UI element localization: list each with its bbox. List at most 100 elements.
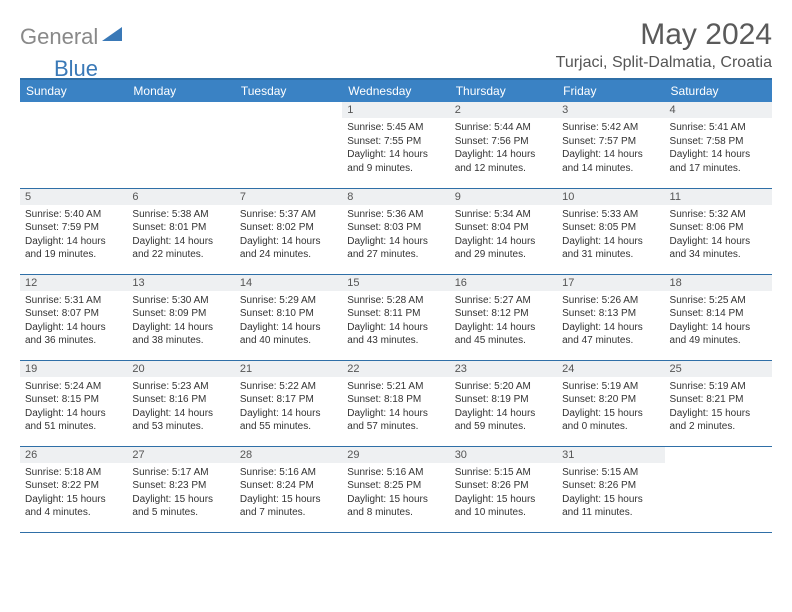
day-details: Sunrise: 5:30 AMSunset: 8:09 PMDaylight:… [127,291,234,350]
calendar-head: SundayMondayTuesdayWednesdayThursdayFrid… [20,79,772,102]
calendar-day-cell: 28Sunrise: 5:16 AMSunset: 8:24 PMDayligh… [235,446,342,532]
sunrise-line: Sunrise: 5:27 AM [455,294,552,308]
day-number: 26 [20,447,127,463]
calendar-week-row: 26Sunrise: 5:18 AMSunset: 8:22 PMDayligh… [20,446,772,532]
day-number: 14 [235,275,342,291]
sunset-line: Sunset: 8:10 PM [240,307,337,321]
sunset-line: Sunset: 7:56 PM [455,135,552,149]
sunset-line: Sunset: 8:25 PM [347,479,444,493]
sunrise-line: Sunrise: 5:17 AM [132,466,229,480]
day-number: 23 [450,361,557,377]
day-details: Sunrise: 5:44 AMSunset: 7:56 PMDaylight:… [450,118,557,177]
sunrise-line: Sunrise: 5:22 AM [240,380,337,394]
calendar-day-cell: 7 Sunrise: 5:37 AMSunset: 8:02 PMDaylight… [235,188,342,274]
day-details: Sunrise: 5:26 AMSunset: 8:13 PMDaylight:… [557,291,664,350]
sunset-line: Sunset: 8:06 PM [670,221,767,235]
brand-text-blue: Blue [54,56,98,82]
calendar-day-cell: 27Sunrise: 5:17 AMSunset: 8:23 PMDayligh… [127,446,234,532]
sunrise-line: Sunrise: 5:33 AM [562,208,659,222]
sunrise-line: Sunrise: 5:25 AM [670,294,767,308]
sunset-line: Sunset: 8:02 PM [240,221,337,235]
day-details: Sunrise: 5:31 AMSunset: 8:07 PMDaylight:… [20,291,127,350]
day-number: 2 [450,102,557,118]
day-details: Sunrise: 5:17 AMSunset: 8:23 PMDaylight:… [127,463,234,522]
calendar-day-cell: 10Sunrise: 5:33 AMSunset: 8:05 PMDayligh… [557,188,664,274]
day-details: Sunrise: 5:40 AMSunset: 7:59 PMDaylight:… [20,205,127,264]
sunrise-line: Sunrise: 5:15 AM [562,466,659,480]
day-details: Sunrise: 5:34 AMSunset: 8:04 PMDaylight:… [450,205,557,264]
day-details: Sunrise: 5:27 AMSunset: 8:12 PMDaylight:… [450,291,557,350]
sunset-line: Sunset: 8:23 PM [132,479,229,493]
calendar-week-row: 12Sunrise: 5:31 AMSunset: 8:07 PMDayligh… [20,274,772,360]
page-header: General May 2024 Turjaci, Split-Dalmatia… [20,18,772,72]
sunrise-line: Sunrise: 5:24 AM [25,380,122,394]
sunset-line: Sunset: 8:14 PM [670,307,767,321]
brand-text-gray: General [20,24,98,50]
calendar-day-cell: 31Sunrise: 5:15 AMSunset: 8:26 PMDayligh… [557,446,664,532]
sunset-line: Sunset: 8:18 PM [347,393,444,407]
sunset-line: Sunset: 8:17 PM [240,393,337,407]
sunrise-line: Sunrise: 5:23 AM [132,380,229,394]
weekday-header: Monday [127,79,234,102]
day-number: 9 [450,189,557,205]
daylight-line: Daylight: 14 hours and 12 minutes. [455,148,552,175]
sunset-line: Sunset: 7:55 PM [347,135,444,149]
sunset-line: Sunset: 8:04 PM [455,221,552,235]
sunrise-line: Sunrise: 5:28 AM [347,294,444,308]
sunrise-line: Sunrise: 5:37 AM [240,208,337,222]
daylight-line: Daylight: 15 hours and 7 minutes. [240,493,337,520]
day-details: Sunrise: 5:22 AMSunset: 8:17 PMDaylight:… [235,377,342,436]
calendar-day-cell: 11Sunrise: 5:32 AMSunset: 8:06 PMDayligh… [665,188,772,274]
day-details: Sunrise: 5:29 AMSunset: 8:10 PMDaylight:… [235,291,342,350]
day-number: 28 [235,447,342,463]
calendar-week-row: 5Sunrise: 5:40 AMSunset: 7:59 PMDaylight… [20,188,772,274]
calendar-table: SundayMondayTuesdayWednesdayThursdayFrid… [20,78,772,533]
daylight-line: Daylight: 14 hours and 29 minutes. [455,235,552,262]
sunset-line: Sunset: 8:22 PM [25,479,122,493]
sunrise-line: Sunrise: 5:40 AM [25,208,122,222]
day-details: Sunrise: 5:38 AMSunset: 8:01 PMDaylight:… [127,205,234,264]
calendar-day-cell: 21Sunrise: 5:22 AMSunset: 8:17 PMDayligh… [235,360,342,446]
sunrise-line: Sunrise: 5:38 AM [132,208,229,222]
sunrise-line: Sunrise: 5:19 AM [562,380,659,394]
daylight-line: Daylight: 14 hours and 55 minutes. [240,407,337,434]
day-details: Sunrise: 5:45 AMSunset: 7:55 PMDaylight:… [342,118,449,177]
sunset-line: Sunset: 8:12 PM [455,307,552,321]
daylight-line: Daylight: 14 hours and 53 minutes. [132,407,229,434]
day-number: 4 [665,102,772,118]
daylight-line: Daylight: 14 hours and 24 minutes. [240,235,337,262]
daylight-line: Daylight: 14 hours and 31 minutes. [562,235,659,262]
sunset-line: Sunset: 8:09 PM [132,307,229,321]
sunset-line: Sunset: 8:15 PM [25,393,122,407]
daylight-line: Daylight: 15 hours and 5 minutes. [132,493,229,520]
daylight-line: Daylight: 14 hours and 43 minutes. [347,321,444,348]
calendar-day-cell: 29Sunrise: 5:16 AMSunset: 8:25 PMDayligh… [342,446,449,532]
sunset-line: Sunset: 8:19 PM [455,393,552,407]
sunset-line: Sunset: 8:16 PM [132,393,229,407]
day-number: 1 [342,102,449,118]
sunrise-line: Sunrise: 5:29 AM [240,294,337,308]
calendar-body: ......1Sunrise: 5:45 AMSunset: 7:55 PMDa… [20,102,772,532]
daylight-line: Daylight: 15 hours and 4 minutes. [25,493,122,520]
daylight-line: Daylight: 14 hours and 51 minutes. [25,407,122,434]
sunset-line: Sunset: 8:21 PM [670,393,767,407]
day-details: Sunrise: 5:15 AMSunset: 8:26 PMDaylight:… [557,463,664,522]
day-number: 27 [127,447,234,463]
day-number: 31 [557,447,664,463]
day-details: Sunrise: 5:16 AMSunset: 8:25 PMDaylight:… [342,463,449,522]
daylight-line: Daylight: 14 hours and 19 minutes. [25,235,122,262]
daylight-line: Daylight: 14 hours and 34 minutes. [670,235,767,262]
calendar-day-cell: 15Sunrise: 5:28 AMSunset: 8:11 PMDayligh… [342,274,449,360]
sunrise-line: Sunrise: 5:15 AM [455,466,552,480]
sunrise-line: Sunrise: 5:20 AM [455,380,552,394]
sunset-line: Sunset: 8:05 PM [562,221,659,235]
calendar-day-cell: 22Sunrise: 5:21 AMSunset: 8:18 PMDayligh… [342,360,449,446]
day-number: 7 [235,189,342,205]
weekday-header: Tuesday [235,79,342,102]
calendar-day-cell: 23 Sunrise: 5:20 AMSunset: 8:19 PMDayligh… [450,360,557,446]
daylight-line: Daylight: 14 hours and 47 minutes. [562,321,659,348]
daylight-line: Daylight: 14 hours and 59 minutes. [455,407,552,434]
day-details: Sunrise: 5:16 AMSunset: 8:24 PMDaylight:… [235,463,342,522]
day-number: 25 [665,361,772,377]
daylight-line: Daylight: 15 hours and 10 minutes. [455,493,552,520]
